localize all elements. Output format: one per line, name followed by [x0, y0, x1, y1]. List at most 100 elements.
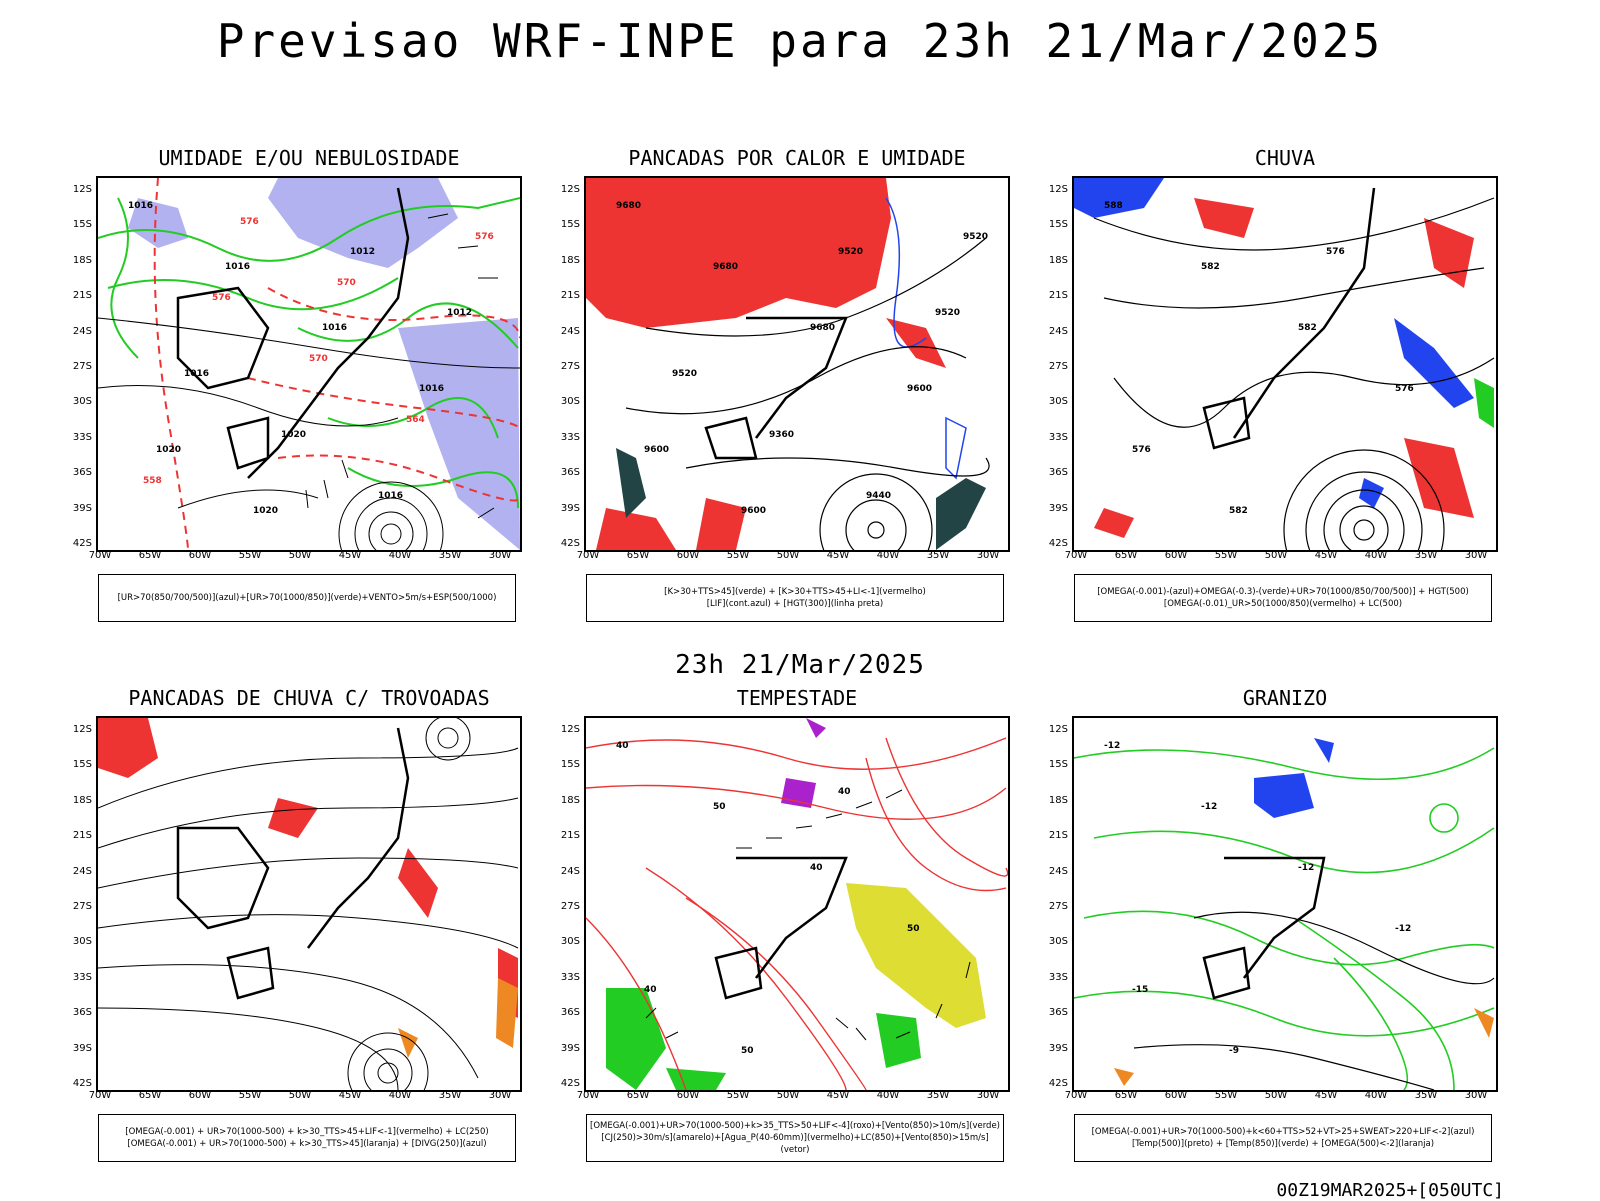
lat-tick-label: 15S	[560, 759, 580, 771]
lon-tick-label: 50W	[288, 1090, 312, 1101]
lon-tick-label: 35W	[926, 1090, 950, 1101]
lat-tick-label: 30S	[560, 396, 580, 408]
lon-tick-label: 60W	[676, 550, 700, 561]
coastline	[176, 187, 410, 479]
legend-box: [OMEGA(-0.001)+UR>70(1000-500)+k>35_TTS>…	[586, 1114, 1004, 1162]
lon-axis: 70W 65W 60W 55W 50W 45W 40W 35W 30W	[1065, 550, 1498, 564]
lat-tick-label: 42S	[72, 538, 92, 549]
contour-label: 9440	[866, 491, 891, 501]
omega-orange-fill	[1114, 1008, 1494, 1086]
contour-label: 9600	[644, 445, 669, 455]
lon-tick-label: 70W	[1064, 550, 1088, 561]
contour-label: -12	[1395, 924, 1411, 934]
map-canvas: 588 582 582 576 576 582 576	[1074, 178, 1495, 550]
lon-tick-label: 45W	[826, 1090, 850, 1101]
wind850-green-fill	[606, 988, 921, 1090]
legend-box: [OMEGA(-0.001)+UR>70(1000-500)+k<60+TTS>…	[1074, 1114, 1492, 1162]
lat-tick-label: 15S	[72, 219, 92, 231]
map-pancadas-calor[interactable]: 9680 9680 9680 9600 9600 9600 9520 9520 9520 9360…	[584, 176, 1010, 552]
hgt500-black-contours	[1093, 197, 1495, 550]
contour-label: 9520	[935, 308, 960, 318]
lat-tick-label: 15S	[1048, 219, 1068, 231]
lat-tick-label: 39S	[72, 1042, 92, 1054]
lon-tick-label: 50W	[776, 1090, 800, 1101]
lat-tick-label: 42S	[560, 538, 580, 549]
lon-tick-label: 60W	[188, 550, 212, 561]
lat-tick-label: 33S	[72, 971, 92, 983]
legend-line: [K>30+TTS>45](verde) + [K>30+TTS>45+LI<-…	[664, 587, 926, 597]
lon-tick-label: 30W	[488, 550, 512, 561]
panel-tempestade: TEMPESTADE 12S 15S 18S 21S 24S 27S 30S 33S 36S 39…	[561, 686, 1010, 1166]
lon-tick-label: 65W	[626, 1090, 650, 1101]
lon-tick-label: 45W	[338, 1090, 362, 1101]
map-granizo[interactable]: -12 -12 -12 -12 -15 -9	[1072, 716, 1498, 1092]
run-stamp: 00Z19MAR2025+[050UTC]	[1276, 1180, 1504, 1201]
lat-axis: 12S 15S 18S 21S 24S 27S 30S 33S 36S 39S 42S	[548, 176, 582, 552]
coastline	[704, 316, 848, 460]
lat-tick-label: 15S	[560, 219, 580, 231]
lon-tick-label: 40W	[876, 550, 900, 561]
legend-line: [OMEGA(-0.001)+UR>70(1000-500)+k<60+TTS>…	[1091, 1127, 1475, 1137]
lat-tick-label: 21S	[560, 830, 580, 842]
panel-pancadas-calor: PANCADAS POR CALOR E UMIDADE 12S 15S 18S 21…	[561, 146, 1010, 626]
lat-tick-label: 24S	[72, 865, 92, 877]
lon-tick-label: 35W	[1414, 1090, 1438, 1101]
lon-tick-label: 65W	[626, 550, 650, 561]
contour-label: 1020	[281, 430, 306, 440]
contour-label: 40	[644, 985, 657, 995]
lat-axis: 12S 15S 18S 21S 24S 27S 30S 33S 36S 39S 42S	[548, 716, 582, 1092]
panel-title: TEMPESTADE	[736, 686, 858, 710]
contour-label: 576	[1326, 247, 1345, 257]
map-tempestade[interactable]: 40 50 40 50 40 50 40	[584, 716, 1010, 1092]
thickness-red-dashed	[153, 178, 520, 550]
lat-tick-label: 18S	[560, 794, 580, 806]
contour-label: -12	[1104, 741, 1120, 751]
legend-line: [UR>70(850/700/500)](azul)+[UR>70(1000/8…	[117, 593, 497, 603]
lon-tick-label: 60W	[188, 1090, 212, 1101]
lon-tick-label: 45W	[1314, 1090, 1338, 1101]
lat-tick-label: 36S	[72, 1007, 92, 1019]
legend-line: [OMEGA(-0.001) + UR>70(1000-500) + k>30_…	[125, 1127, 489, 1137]
lat-tick-label: 21S	[72, 290, 92, 302]
lon-axis: 70W 65W 60W 55W 50W 45W 40W 35W 30W	[89, 550, 522, 564]
coastline	[1202, 187, 1376, 450]
contour-label: 564	[406, 415, 425, 425]
lat-tick-label: 30S	[72, 936, 92, 948]
map-trovoadas[interactable]	[96, 716, 522, 1092]
lon-tick-label: 70W	[576, 550, 600, 561]
contour-label: 582	[1298, 323, 1317, 333]
contour-label: 1016	[184, 369, 209, 379]
contour-label: 40	[810, 863, 823, 873]
lon-tick-label: 50W	[1264, 550, 1288, 561]
map-chuva[interactable]: 588 582 582 576 576 582 576	[1072, 176, 1498, 552]
lon-tick-label: 40W	[388, 550, 412, 561]
lat-tick-label: 21S	[72, 830, 92, 842]
lat-tick-label: 27S	[560, 901, 580, 912]
lat-tick-label: 18S	[72, 794, 92, 806]
lat-axis: 12S 15S 18S 21S 24S 27S 30S 33S 36S 39S 42S	[60, 176, 94, 552]
lat-tick-label: 24S	[560, 325, 580, 337]
lat-tick-label: 36S	[1048, 467, 1068, 479]
map-canvas: 9680 9680 9680 9600 9600 9600 9520 9520 9520 9360…	[586, 178, 990, 550]
map-canvas: -12 -12 -12 -12 -15 -9	[1074, 738, 1495, 1090]
lon-tick-label: 50W	[776, 550, 800, 561]
map-umidade[interactable]: 1016 1016 1016 1016 1020 1020 1012 1012 1016 1020…	[96, 176, 522, 552]
legend-line: [LIF](cont.azul) + [HGT(300)](linha pret…	[706, 599, 884, 609]
lat-tick-label: 12S	[1048, 184, 1068, 195]
lat-axis: 12S 15S 18S 21S 24S 27S 30S 33S 36S 39S 42S	[60, 716, 94, 1092]
lat-tick-label: 27S	[560, 361, 580, 372]
contour-label: 576	[475, 232, 494, 242]
lon-tick-label: 70W	[88, 550, 112, 561]
contour-label: 570	[337, 278, 356, 288]
lat-tick-label: 33S	[1048, 431, 1068, 443]
lat-tick-label: 18S	[1048, 794, 1068, 806]
coastline	[176, 727, 410, 1000]
contour-label: -15	[1132, 985, 1148, 995]
lat-tick-label: 27S	[72, 901, 92, 912]
contour-label: 9520	[963, 232, 988, 242]
lat-tick-label: 12S	[560, 184, 580, 195]
omega-green-fill	[1474, 378, 1494, 428]
contour-label: -9	[1229, 1046, 1239, 1056]
lon-tick-label: 45W	[1314, 550, 1338, 561]
lon-tick-label: 35W	[926, 550, 950, 561]
